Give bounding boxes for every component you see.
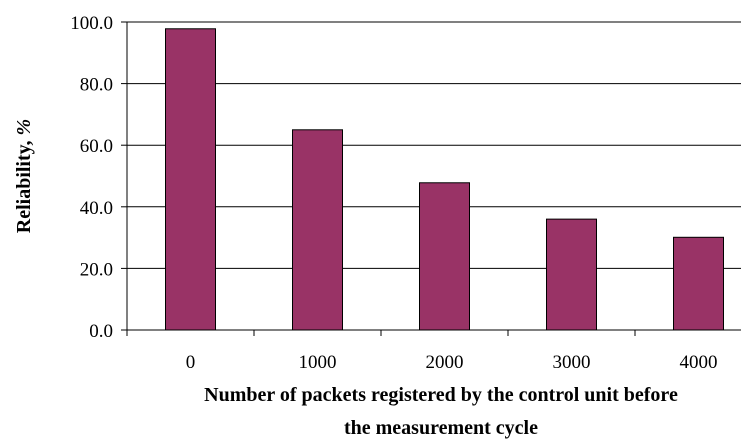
x-tick-label: 0: [186, 352, 196, 373]
y-tick-label: 0.0: [89, 321, 113, 342]
x-tick-label: 3000: [553, 352, 591, 373]
bar-4000: [673, 236, 724, 331]
bar-0: [165, 28, 216, 331]
y-axis-title-unit: %: [13, 119, 35, 136]
y-tick-label: 100.0: [70, 13, 113, 34]
y-axis-title-text: Reliability,: [13, 135, 35, 233]
x-tick-label: 1000: [299, 352, 337, 373]
y-tick-label: 40.0: [80, 198, 113, 219]
y-axis-title: Reliability, %: [13, 119, 35, 233]
y-tick-labels: 0.0 20.0 40.0 60.0 80.0 100.0: [70, 13, 127, 342]
bar-2000: [419, 182, 470, 331]
y-tick-label: 80.0: [80, 75, 113, 96]
x-tick-labels: 0 1000 2000 3000 4000: [126, 330, 718, 373]
gridlines: [127, 21, 741, 269]
bar-1000: [292, 129, 343, 331]
x-axis-title-line1: Number of packets registered by the cont…: [204, 384, 678, 406]
bar-3000: [546, 218, 597, 331]
y-tick-label: 60.0: [80, 136, 113, 157]
bars: [165, 28, 724, 331]
y-tick-label: 20.0: [80, 259, 113, 280]
x-axis-title-line2: the measurement cycle: [344, 417, 538, 439]
x-tick-label: 2000: [426, 352, 464, 373]
x-tick-label: 4000: [680, 352, 718, 373]
